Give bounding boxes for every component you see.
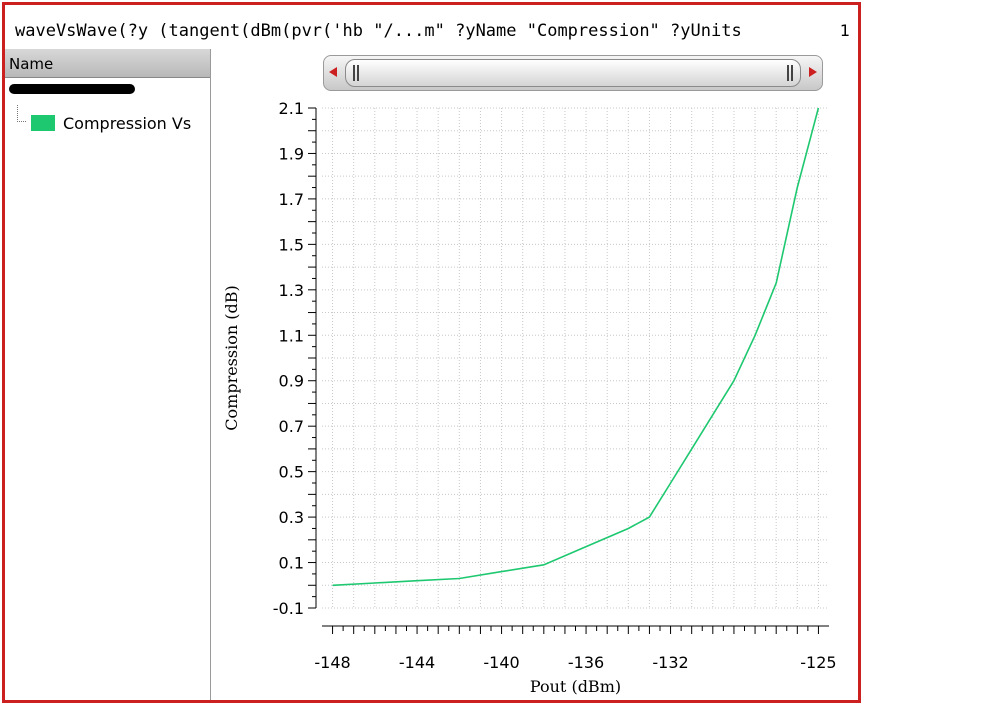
- y-tick-label: 1.7: [279, 190, 304, 209]
- graph-window: waveVsWave(?y (tangent(dBm(pvr('hb "/...…: [2, 2, 861, 703]
- scroll-left-arrow-icon[interactable]: [329, 67, 337, 77]
- x-axis-title: Pout (dBm): [530, 677, 621, 696]
- y-tick-label: 0.7: [279, 417, 304, 436]
- y-tick-label: 2.1: [279, 99, 304, 118]
- x-tick-label: -140: [483, 653, 519, 672]
- x-tick-label: -148: [314, 653, 350, 672]
- name-column-header[interactable]: Name: [5, 49, 210, 78]
- y-tick-label: 0.3: [279, 508, 304, 527]
- axes: [315, 108, 829, 627]
- x-tick-label: -144: [399, 653, 435, 672]
- name-column-header-label: Name: [9, 55, 54, 73]
- legend-item-label[interactable]: Compression Vs: [63, 114, 192, 133]
- grid-lines: [322, 107, 829, 609]
- x-axis-ticks: -148 -144 -140 -136 -132 -125: [314, 626, 837, 672]
- plot-area[interactable]: -0.1 0.1 0.3 0.5 0.7 0.9 1.1 1.3 1.5 1.7 1.9 2.1 -1…: [5, 5, 858, 700]
- y-tick-label: 1.9: [279, 144, 304, 163]
- compression-trace-line[interactable]: [332, 107, 820, 587]
- title-bar: waveVsWave(?y (tangent(dBm(pvr('hb "/...…: [5, 5, 858, 45]
- scroll-right-arrow-icon[interactable]: [809, 67, 817, 77]
- trace-list-panel: Name Compression Vs: [5, 49, 211, 700]
- y-tick-label: 1.5: [279, 235, 304, 254]
- redacted-item: [9, 84, 135, 94]
- y-tick-label: 1.3: [279, 281, 304, 300]
- scrollbar-grip-right-icon[interactable]: [787, 65, 793, 81]
- y-tick-label: 0.5: [279, 463, 304, 482]
- scrollbar-thumb[interactable]: [345, 59, 801, 87]
- x-tick-label: -125: [800, 653, 836, 672]
- y-axis-ticks: -0.1 0.1 0.3 0.5 0.7 0.9 1.1 1.3 1.5 1.7 1.9 2.1: [273, 99, 316, 618]
- y-tick-label: 1.1: [279, 326, 304, 345]
- x-tick-label: -132: [652, 653, 688, 672]
- trace-color-swatch[interactable]: [31, 115, 55, 131]
- subwindow-number[interactable]: 1: [839, 21, 850, 40]
- tree-connector-icon: [17, 105, 26, 122]
- y-axis-title: Compression (dB): [222, 285, 241, 430]
- y-tick-label: -0.1: [273, 599, 304, 618]
- y-tick-label: 0.9: [279, 372, 304, 391]
- y-tick-label: 0.1: [279, 554, 304, 573]
- horizontal-scrollbar[interactable]: [323, 51, 823, 95]
- scrollbar-grip-left-icon[interactable]: [353, 65, 359, 81]
- window-title: waveVsWave(?y (tangent(dBm(pvr('hb "/...…: [15, 21, 742, 41]
- x-tick-label: -136: [568, 653, 604, 672]
